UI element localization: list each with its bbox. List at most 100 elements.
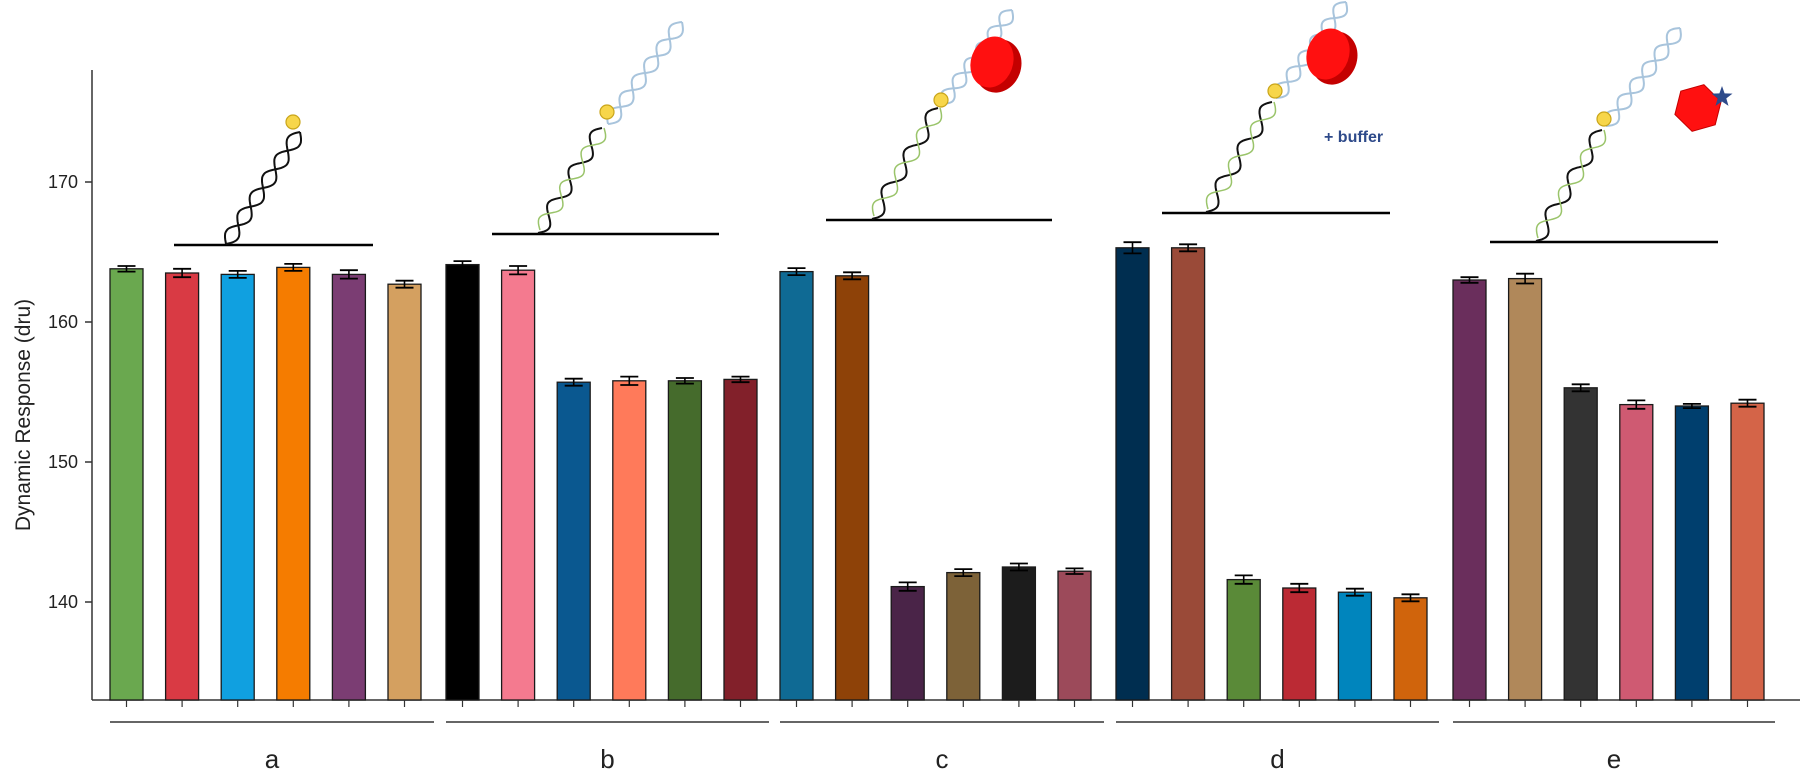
bar [387,283,422,701]
illustrations: + buffer [174,1,1733,247]
dna-strand [606,21,684,125]
illustration-a [174,114,373,247]
dna-strand [871,107,939,220]
error-bar [787,267,806,277]
error-bar [453,260,472,270]
error-bar [228,269,247,279]
group-label: b [600,744,614,774]
bar [276,266,311,701]
group-axis: a b c d e [110,721,1775,774]
group-label: d [1270,744,1284,774]
error-bar [1179,243,1198,253]
error-bar [395,279,414,289]
group-label: e [1607,744,1621,774]
bar [220,273,255,701]
buffer-note: + buffer [1324,129,1383,146]
illustration-b [492,21,719,236]
bar [1507,277,1543,701]
bar [1057,570,1092,701]
bar [1115,247,1150,701]
y-tick-label: 160 [48,312,78,332]
error-bar [1234,574,1253,585]
protein-body [1306,28,1350,80]
dna-strand [537,127,607,231]
bar [890,585,925,701]
error-bar [117,265,136,273]
ligand-icon [1267,83,1283,99]
illustration-c [826,9,1052,222]
dna-strand [1205,101,1277,210]
error-bar [898,581,917,592]
bar [109,268,144,701]
group-label: a [265,744,280,774]
bar-group-d [1115,241,1428,707]
bars [109,241,1765,707]
error-bar [173,267,192,279]
error-bar [1401,593,1420,603]
dna-strand [1535,129,1603,242]
bar [612,380,647,701]
bar [1226,578,1261,701]
bar [164,272,200,701]
bar [445,263,480,701]
bar [834,275,870,701]
dna-strand [224,131,302,245]
dna-strand [1604,27,1682,127]
bar [1619,403,1654,701]
error-bar [1065,567,1084,575]
bar [556,381,591,701]
protein-icon [970,36,1022,93]
bar [946,571,981,701]
protein-body [970,36,1014,88]
error-bar [1627,399,1646,410]
bar [779,270,814,701]
bar-group-a [109,262,422,707]
y-axis-title: Dynamic Response (dru) [12,299,35,531]
error-bar [284,262,303,272]
bar [1393,597,1428,701]
error-bar [731,375,750,384]
bar-group-b [445,260,758,707]
bar [1170,247,1206,701]
illustration-d: + buffer [1162,1,1390,215]
error-bar [1516,272,1535,285]
error-bar [954,568,973,577]
hexagon-protein-icon [1674,84,1722,132]
bar [1730,402,1765,701]
error-bar [1682,402,1701,410]
ligand-icon [285,114,301,130]
ligand-icon [599,104,615,120]
dna-strand [537,127,603,234]
error-bar [675,377,694,385]
ligand-icon [1596,111,1612,127]
error-bar [1009,562,1028,572]
error-bar [1290,582,1309,594]
error-bar [339,269,358,280]
y-tick-label: 150 [48,452,78,472]
bar [1001,566,1037,701]
bar [667,380,703,701]
protein-icon [1306,28,1358,85]
error-bar [1738,398,1757,408]
group-label: c [936,744,949,774]
star-icon [1711,86,1733,106]
error-bar [509,265,528,276]
bar-group-c [779,267,1092,707]
bar [1674,405,1710,701]
bar [1282,587,1317,701]
ligand-icon [933,92,949,108]
bar-group-e [1452,272,1765,707]
error-bar [564,377,583,387]
bar [500,269,536,701]
y-tick-label: 140 [48,592,78,612]
error-bar [843,271,862,281]
y-tick-label: 170 [48,172,78,192]
dna-strand [871,107,943,217]
dna-strand [1535,129,1607,239]
bar [331,273,367,701]
error-bar [1571,383,1590,393]
dna-strand [1205,101,1273,213]
bar [1337,591,1373,701]
